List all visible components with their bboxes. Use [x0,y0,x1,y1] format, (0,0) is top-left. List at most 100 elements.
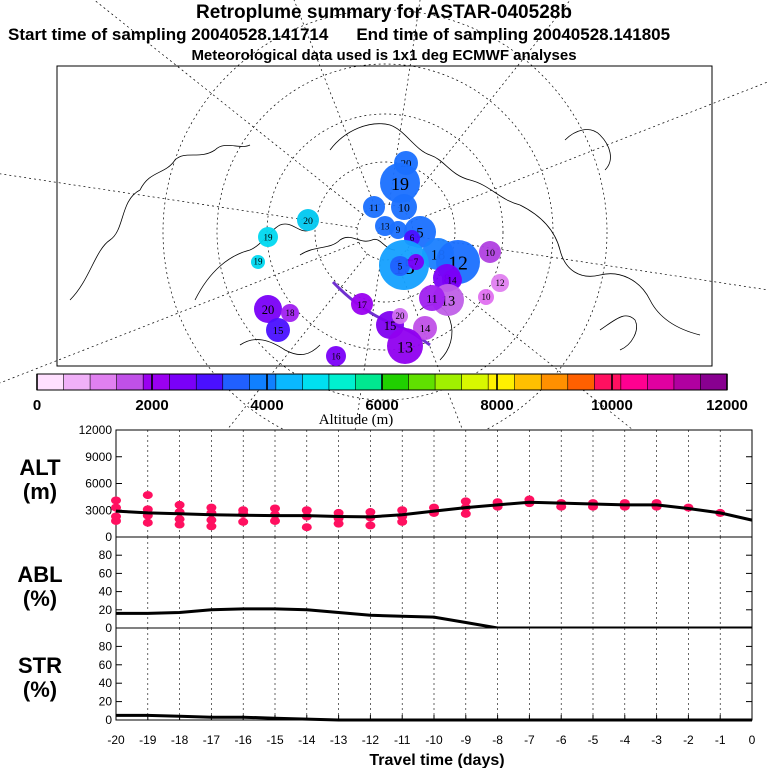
ytick-label-alt-4: 12000 [79,423,113,437]
coastline-west [69,144,251,301]
colorbar-cell-17 [488,374,515,390]
plume-circle-31 [326,346,346,366]
alt-point-8 [174,500,185,509]
plume-circle-12 [479,241,501,263]
xtick-label-5: -15 [266,733,284,747]
colorbar-cell-2 [90,374,117,390]
plume-25: 13 [387,328,423,364]
xtick-label-9: -11 [394,733,411,747]
panel-abl: 0 20 40 60 80 ABL (%) [17,536,753,635]
plume-28: 20 [392,308,408,324]
plume-27: 10 [478,289,494,305]
plume-label-21: 20 [262,303,275,317]
xtick-label-8: -12 [362,733,380,747]
alt-point-4 [142,491,153,500]
ytick-label-str-4: 80 [99,639,113,653]
x-axis-label: Travel time (days) [369,752,504,768]
xtick-label-18: -2 [683,733,694,747]
ytick-label-abl-0: 0 [105,621,112,635]
polar-map: 2019111051396201918151012857141311192017… [0,0,768,648]
xtick-label-17: -3 [651,733,662,747]
plume-26: 12 [491,274,509,292]
meridian-9 [388,0,421,205]
meridian-11 [410,81,768,223]
plume-label-5: 13 [381,222,391,232]
ylabel-line-1: (m) [23,479,57,504]
alt-point-24 [301,523,312,532]
panel-frame-alt [115,429,753,538]
ytick-label-abl-4: 80 [99,548,113,562]
plume-label-20: 19 [254,256,264,266]
colorbar-cell-20 [567,374,595,390]
chart-title: Retroplume summary for ASTAR-040528b [196,2,572,23]
ylabel-alt: ALT (m) [19,455,61,504]
plume-label-29: 15 [273,325,284,337]
ytick-label-alt-3: 9000 [85,450,112,464]
ylabel-line-0: ABL [17,562,62,587]
plume-21: 20 [254,295,282,323]
ylabel-line-1: (%) [23,677,57,702]
colorbar-tick-label-1: 2000 [135,397,168,414]
ylabel-str: STR (%) [18,653,62,702]
xtick-label-1: -19 [139,733,157,747]
alt-point-22 [301,506,312,515]
xtick-label-2: -18 [171,733,189,747]
colorbar-cell-6 [196,374,224,390]
coastline-arctic [329,123,521,206]
meridian-10 [402,0,571,211]
xtick-label-3: -17 [203,733,221,747]
start-time: Start time of sampling 20040528.141714 [8,25,329,44]
plume-circle-19 [419,285,445,311]
colorbar-cell-21 [594,374,622,390]
colorbar-title: Altitude (m) [319,412,394,428]
coastlines [69,123,701,361]
plume-9: 19 [258,227,278,247]
alt-point-7 [142,518,153,527]
plume-label-3: 10 [398,202,410,215]
plume-circle-22 [351,293,373,315]
ylabel-line-1: (%) [23,586,57,611]
plume-label-16: 7 [414,257,419,267]
plume-label-26: 12 [496,278,505,288]
meridian-8 [293,0,376,207]
ytick-label-str-1: 20 [99,695,113,709]
ylabel-abl: ABL (%) [17,562,62,611]
plume-circle-25 [387,328,423,364]
plume-circle-24 [413,316,437,340]
plume-circles: 2019111051396201918151012857141311192017… [251,151,509,366]
colorbar-cell-11 [328,374,356,390]
ytick-label-alt-0: 0 [105,530,112,544]
sampling-times: Start time of sampling 20040528.141714 En… [8,25,670,45]
plume-label-1: 19 [391,174,409,194]
xtick-label-6: -14 [298,733,316,747]
colorbar-cell-0 [37,374,64,390]
plume-12: 10 [479,241,501,263]
plume-label-17: 14 [448,276,458,286]
meridian-5 [0,241,360,384]
colorbar-tick-label-0: 0 [33,397,41,414]
colorbar-cell-9 [275,374,303,390]
ytick-label-str-0: 0 [105,713,112,727]
alt-point-19 [270,504,280,513]
plume-31: 16 [326,346,346,366]
latitude-circle-4 [162,9,608,455]
ytick-label-abl-1: 20 [99,603,113,617]
ytick-label-abl-3: 60 [99,566,113,580]
plume-3: 10 [391,194,417,220]
ytick-label-alt-1: 3000 [85,503,112,517]
ylabel-line-0: STR [18,653,62,678]
plume-circle-6 [389,221,407,239]
latitude-circle-1 [314,161,456,303]
plume-label-6: 9 [396,225,401,235]
plume-label-4: 5 [416,226,423,242]
colorbar-cell-7 [222,374,250,390]
plume-label-22: 17 [357,300,367,311]
plume-circle-26 [491,274,509,292]
alt-point-30 [365,521,376,530]
colorbar-cell-8 [249,374,277,390]
alt-point-21 [270,516,280,525]
xtick-label-16: -4 [619,733,630,747]
plume-20: 19 [251,255,265,269]
